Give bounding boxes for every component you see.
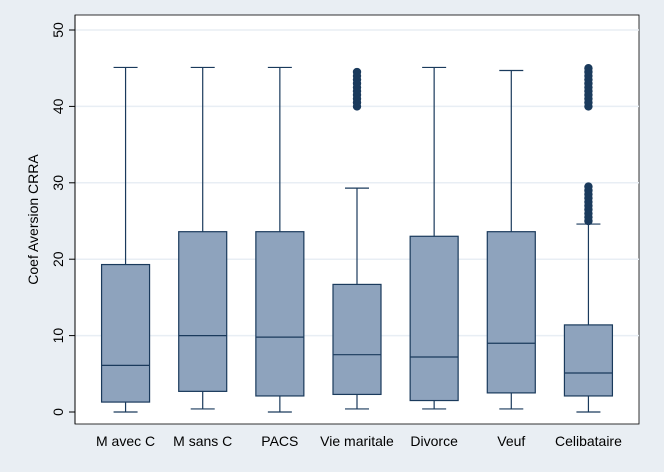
x-tick-label-2: M sans C	[173, 433, 232, 449]
box-1	[100, 66, 151, 413]
boxes	[100, 63, 614, 413]
x-tick-label-4: Vie maritale	[320, 433, 394, 449]
box-4	[332, 67, 382, 410]
outlier-point	[584, 63, 593, 73]
box-6	[486, 69, 536, 410]
y-tick-label-0: 0	[50, 408, 66, 416]
box-7	[563, 63, 614, 413]
box-iqr	[100, 263, 151, 403]
y-tick-label-50: 50	[50, 22, 66, 38]
x-tick-labels: M avec C M sans C PACS Vie maritale Divorce V…	[96, 433, 622, 449]
y-tick-label-30: 30	[50, 175, 66, 191]
box-iqr	[255, 231, 305, 397]
x-tick-label-1: M avec C	[96, 433, 155, 449]
box-iqr	[563, 324, 614, 397]
x-tick-label-6: Veuf	[497, 433, 525, 449]
box-iqr	[332, 283, 382, 396]
box-iqr	[486, 231, 536, 394]
box-5	[409, 66, 459, 410]
y-axis: 0 10 20 30 40 50	[50, 15, 76, 424]
box-iqr	[178, 231, 228, 392]
outlier-point	[352, 67, 362, 77]
y-tick-label-10: 10	[50, 328, 66, 344]
outlier-point	[584, 182, 593, 191]
x-tick-label-5: Divorce	[410, 433, 458, 449]
box-iqr	[409, 235, 459, 402]
y-tick-label-40: 40	[50, 98, 66, 114]
x-tick-label-3: PACS	[261, 433, 298, 449]
box-3	[255, 66, 305, 413]
y-axis-title: Coef Aversion CRRA	[25, 154, 41, 285]
box-2	[178, 66, 228, 410]
x-tick-label-7: Celibataire	[555, 433, 622, 449]
y-tick-label-20: 20	[50, 251, 66, 267]
